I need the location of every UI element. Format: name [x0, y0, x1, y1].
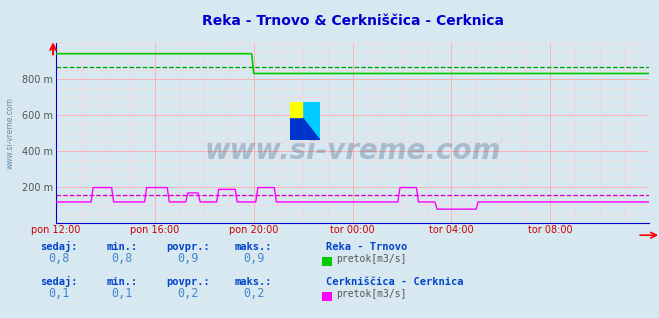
Text: 0,1: 0,1 [111, 287, 132, 300]
Text: 0,8: 0,8 [111, 252, 132, 265]
Polygon shape [290, 102, 320, 140]
Text: povpr.:: povpr.: [166, 277, 210, 287]
Text: Reka - Trnovo & Cerkniščica - Cerknica: Reka - Trnovo & Cerkniščica - Cerknica [202, 14, 503, 28]
Text: pretok[m3/s]: pretok[m3/s] [336, 289, 407, 299]
Text: maks.:: maks.: [235, 242, 272, 252]
Text: www.si-vreme.com: www.si-vreme.com [204, 137, 501, 165]
Text: 0,9: 0,9 [177, 252, 198, 265]
Text: 0,9: 0,9 [243, 252, 264, 265]
Text: min.:: min.: [106, 242, 138, 252]
Text: min.:: min.: [106, 277, 138, 287]
Text: povpr.:: povpr.: [166, 242, 210, 252]
Text: pretok[m3/s]: pretok[m3/s] [336, 254, 407, 264]
Text: sedaj:: sedaj: [41, 241, 78, 252]
Polygon shape [290, 102, 320, 140]
Bar [290, 102, 302, 117]
Text: 0,1: 0,1 [49, 287, 70, 300]
Text: maks.:: maks.: [235, 277, 272, 287]
Text: 0,8: 0,8 [49, 252, 70, 265]
Text: Cerkniščica - Cerknica: Cerkniščica - Cerknica [326, 277, 464, 287]
Text: www.si-vreme.com: www.si-vreme.com [5, 98, 14, 169]
Text: 0,2: 0,2 [243, 287, 264, 300]
Text: Reka - Trnovo: Reka - Trnovo [326, 242, 407, 252]
Text: 0,2: 0,2 [177, 287, 198, 300]
Text: sedaj:: sedaj: [41, 276, 78, 287]
